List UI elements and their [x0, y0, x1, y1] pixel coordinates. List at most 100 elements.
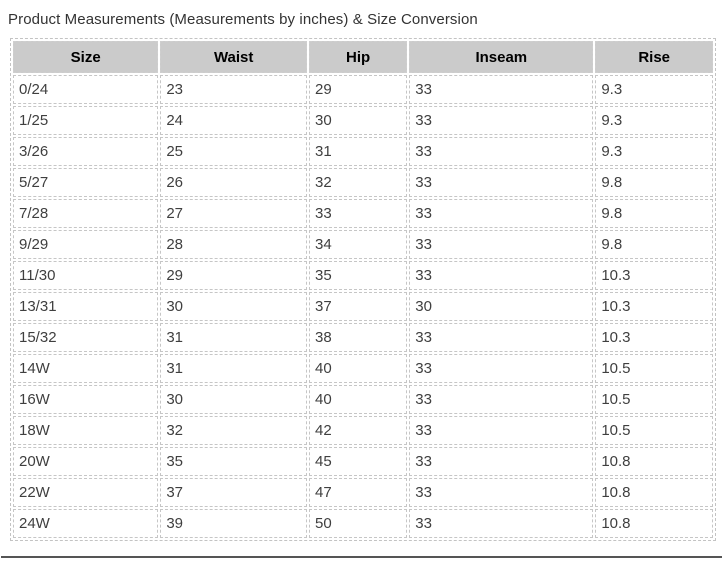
table-row: 24W 39 50 33 10.8	[13, 509, 713, 538]
table-row: 15/32 31 38 33 10.3	[13, 323, 713, 352]
table-cell: 33	[409, 106, 594, 135]
size-chart-table: Size Waist Hip Inseam Rise 0/24 23 29 33 9.3…	[10, 38, 716, 541]
bottom-divider	[1, 556, 722, 558]
table-cell: 24	[160, 106, 308, 135]
table-cell: 10.5	[595, 416, 713, 445]
table-cell: 33	[409, 354, 594, 383]
table-cell: 5/27	[13, 168, 159, 197]
table-cell: 24W	[13, 509, 159, 538]
table-cell: 30	[160, 385, 308, 414]
table-cell: 9/29	[13, 230, 159, 259]
table-row: 11/30 29 35 33 10.3	[13, 261, 713, 290]
table-row: 14W 31 40 33 10.5	[13, 354, 713, 383]
table-cell: 16W	[13, 385, 159, 414]
table-cell: 31	[160, 354, 308, 383]
table-cell: 10.5	[595, 385, 713, 414]
column-header-waist: Waist	[160, 41, 308, 73]
table-cell: 38	[309, 323, 408, 352]
table-cell: 32	[309, 168, 408, 197]
column-header-size: Size	[13, 41, 159, 73]
table-cell: 33	[409, 137, 594, 166]
table-cell: 33	[309, 199, 408, 228]
table-cell: 33	[409, 261, 594, 290]
table-cell: 0/24	[13, 75, 159, 104]
table-cell: 39	[160, 509, 308, 538]
table-cell: 1/25	[13, 106, 159, 135]
table-cell: 9.8	[595, 199, 713, 228]
table-row: 18W 32 42 33 10.5	[13, 416, 713, 445]
table-cell: 33	[409, 230, 594, 259]
table-cell: 30	[309, 106, 408, 135]
table-cell: 33	[409, 75, 594, 104]
table-cell: 18W	[13, 416, 159, 445]
table-cell: 25	[160, 137, 308, 166]
table-row: 7/28 27 33 33 9.8	[13, 199, 713, 228]
column-header-hip: Hip	[309, 41, 408, 73]
table-row: 1/25 24 30 33 9.3	[13, 106, 713, 135]
table-cell: 10.3	[595, 292, 713, 321]
table-cell: 50	[309, 509, 408, 538]
table-cell: 42	[309, 416, 408, 445]
table-cell: 10.8	[595, 478, 713, 507]
table-cell: 33	[409, 416, 594, 445]
table-cell: 10.3	[595, 323, 713, 352]
page-title: Product Measurements (Measurements by in…	[8, 11, 478, 28]
table-cell: 45	[309, 447, 408, 476]
table-cell: 47	[309, 478, 408, 507]
table-cell: 30	[160, 292, 308, 321]
table-row: 20W 35 45 33 10.8	[13, 447, 713, 476]
table-cell: 22W	[13, 478, 159, 507]
table-cell: 13/31	[13, 292, 159, 321]
table-row: 13/31 30 37 30 10.3	[13, 292, 713, 321]
column-header-inseam: Inseam	[409, 41, 594, 73]
table-row: 9/29 28 34 33 9.8	[13, 230, 713, 259]
table-cell: 31	[160, 323, 308, 352]
table-cell: 7/28	[13, 199, 159, 228]
table-cell: 33	[409, 478, 594, 507]
table-cell: 10.5	[595, 354, 713, 383]
table-cell: 33	[409, 509, 594, 538]
table-cell: 29	[160, 261, 308, 290]
table-cell: 9.8	[595, 168, 713, 197]
table-cell: 32	[160, 416, 308, 445]
table-cell: 40	[309, 385, 408, 414]
table-cell: 9.3	[595, 75, 713, 104]
column-header-rise: Rise	[595, 41, 713, 73]
table-row: 0/24 23 29 33 9.3	[13, 75, 713, 104]
table-header-row: Size Waist Hip Inseam Rise	[13, 41, 713, 73]
table-cell: 33	[409, 385, 594, 414]
table-cell: 9.8	[595, 230, 713, 259]
table-row: 16W 30 40 33 10.5	[13, 385, 713, 414]
table-cell: 31	[309, 137, 408, 166]
table-cell: 3/26	[13, 137, 159, 166]
table-cell: 10.8	[595, 447, 713, 476]
table-cell: 9.3	[595, 106, 713, 135]
table-row: 3/26 25 31 33 9.3	[13, 137, 713, 166]
table-cell: 15/32	[13, 323, 159, 352]
table-cell: 9.3	[595, 137, 713, 166]
table-cell: 33	[409, 323, 594, 352]
table-cell: 28	[160, 230, 308, 259]
table-cell: 27	[160, 199, 308, 228]
table-cell: 30	[409, 292, 594, 321]
table-body: 0/24 23 29 33 9.3 1/25 24 30 33 9.3 3/26 25 31 33 9.3 5…	[13, 75, 713, 538]
table-cell: 33	[409, 447, 594, 476]
table-cell: 37	[160, 478, 308, 507]
table-cell: 10.8	[595, 509, 713, 538]
table-cell: 29	[309, 75, 408, 104]
table-cell: 35	[309, 261, 408, 290]
table-cell: 20W	[13, 447, 159, 476]
table-row: 22W 37 47 33 10.8	[13, 478, 713, 507]
table-cell: 23	[160, 75, 308, 104]
table-cell: 37	[309, 292, 408, 321]
table-cell: 34	[309, 230, 408, 259]
table-cell: 26	[160, 168, 308, 197]
table-cell: 11/30	[13, 261, 159, 290]
table-cell: 33	[409, 168, 594, 197]
table-cell: 35	[160, 447, 308, 476]
table-cell: 14W	[13, 354, 159, 383]
table-row: 5/27 26 32 33 9.8	[13, 168, 713, 197]
table-cell: 33	[409, 199, 594, 228]
table-cell: 10.3	[595, 261, 713, 290]
